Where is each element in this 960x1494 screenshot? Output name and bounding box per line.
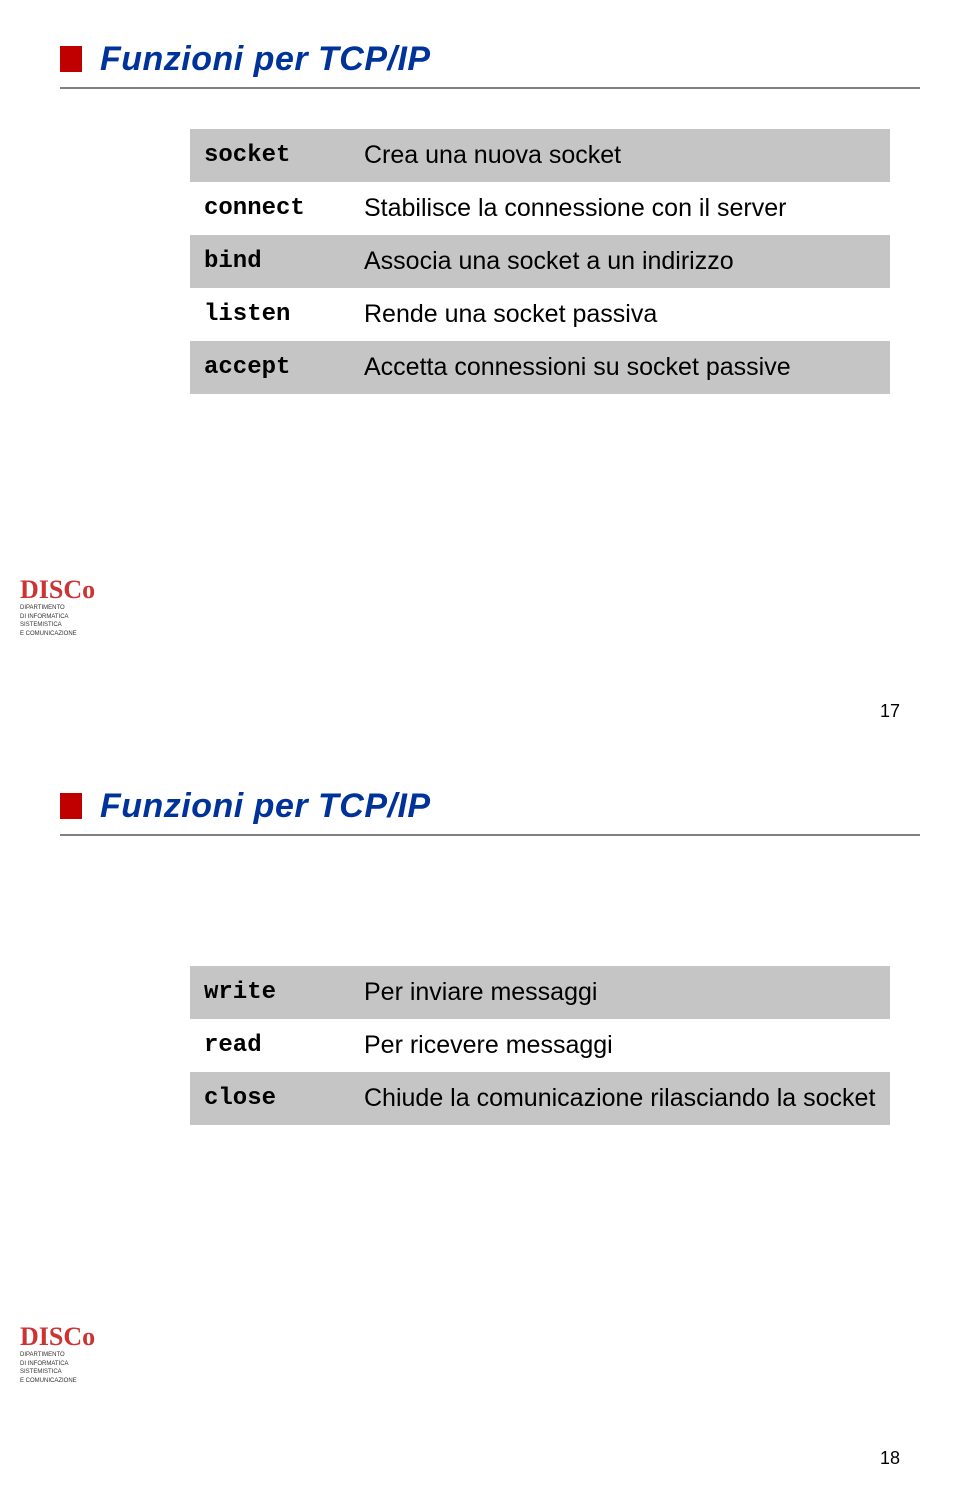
fn-desc: Per ricevere messaggi	[350, 1019, 890, 1072]
fn-key: socket	[190, 129, 350, 182]
logo-line: E COMUNICAZIONE	[20, 1378, 90, 1385]
title-accent-box	[60, 793, 82, 819]
functions-table: socket Crea una nuova socket connect Sta…	[190, 129, 890, 394]
title-row: Funzioni per TCP/IP	[100, 40, 900, 89]
fn-desc: Stabilisce la connessione con il server	[350, 182, 890, 235]
table-row: close Chiude la comunicazione rilasciand…	[190, 1072, 890, 1125]
fn-key: accept	[190, 341, 350, 394]
table-row: socket Crea una nuova socket	[190, 129, 890, 182]
slide-title: Funzioni per TCP/IP	[100, 787, 900, 826]
slide-1: Funzioni per TCP/IP socket Crea una nuov…	[0, 0, 960, 747]
fn-key: listen	[190, 288, 350, 341]
fn-desc: Accetta connessioni su socket passive	[350, 341, 890, 394]
logo-line: DI INFORMATICA	[20, 614, 90, 621]
table-row: bind Associa una socket a un indirizzo	[190, 235, 890, 288]
logo-line: SISTEMISTICA	[20, 622, 90, 629]
fn-desc: Per inviare messaggi	[350, 966, 890, 1019]
dept-logo: DISCo DIPARTIMENTO DI INFORMATICA SISTEM…	[20, 577, 90, 667]
slide-2: Funzioni per TCP/IP write Per inviare me…	[0, 747, 960, 1494]
page-number: 17	[880, 701, 900, 722]
title-accent-box	[60, 46, 82, 72]
fn-key: read	[190, 1019, 350, 1072]
title-row: Funzioni per TCP/IP	[100, 787, 900, 836]
fn-desc: Associa una socket a un indirizzo	[350, 235, 890, 288]
fn-key: connect	[190, 182, 350, 235]
table-row: write Per inviare messaggi	[190, 966, 890, 1019]
fn-desc: Rende una socket passiva	[350, 288, 890, 341]
logo-line: DI INFORMATICA	[20, 1361, 90, 1368]
page-number: 18	[880, 1448, 900, 1469]
logo-main: DISCo	[20, 1324, 90, 1350]
title-underline	[60, 834, 920, 836]
dept-logo: DISCo DIPARTIMENTO DI INFORMATICA SISTEM…	[20, 1324, 90, 1414]
logo-line: DIPARTIMENTO	[20, 605, 90, 612]
fn-key: bind	[190, 235, 350, 288]
slide-title: Funzioni per TCP/IP	[100, 40, 900, 79]
table-row: connect Stabilisce la connessione con il…	[190, 182, 890, 235]
table-row: accept Accetta connessioni su socket pas…	[190, 341, 890, 394]
fn-key: write	[190, 966, 350, 1019]
logo-line: E COMUNICAZIONE	[20, 631, 90, 638]
functions-table: write Per inviare messaggi read Per rice…	[190, 966, 890, 1125]
logo-line: DIPARTIMENTO	[20, 1352, 90, 1359]
table-row: read Per ricevere messaggi	[190, 1019, 890, 1072]
fn-key: close	[190, 1072, 350, 1125]
logo-line: SISTEMISTICA	[20, 1369, 90, 1376]
spacer	[60, 856, 900, 926]
fn-desc: Chiude la comunicazione rilasciando la s…	[350, 1072, 890, 1125]
fn-desc: Crea una nuova socket	[350, 129, 890, 182]
logo-main: DISCo	[20, 577, 90, 603]
title-underline	[60, 87, 920, 89]
table-row: listen Rende una socket passiva	[190, 288, 890, 341]
